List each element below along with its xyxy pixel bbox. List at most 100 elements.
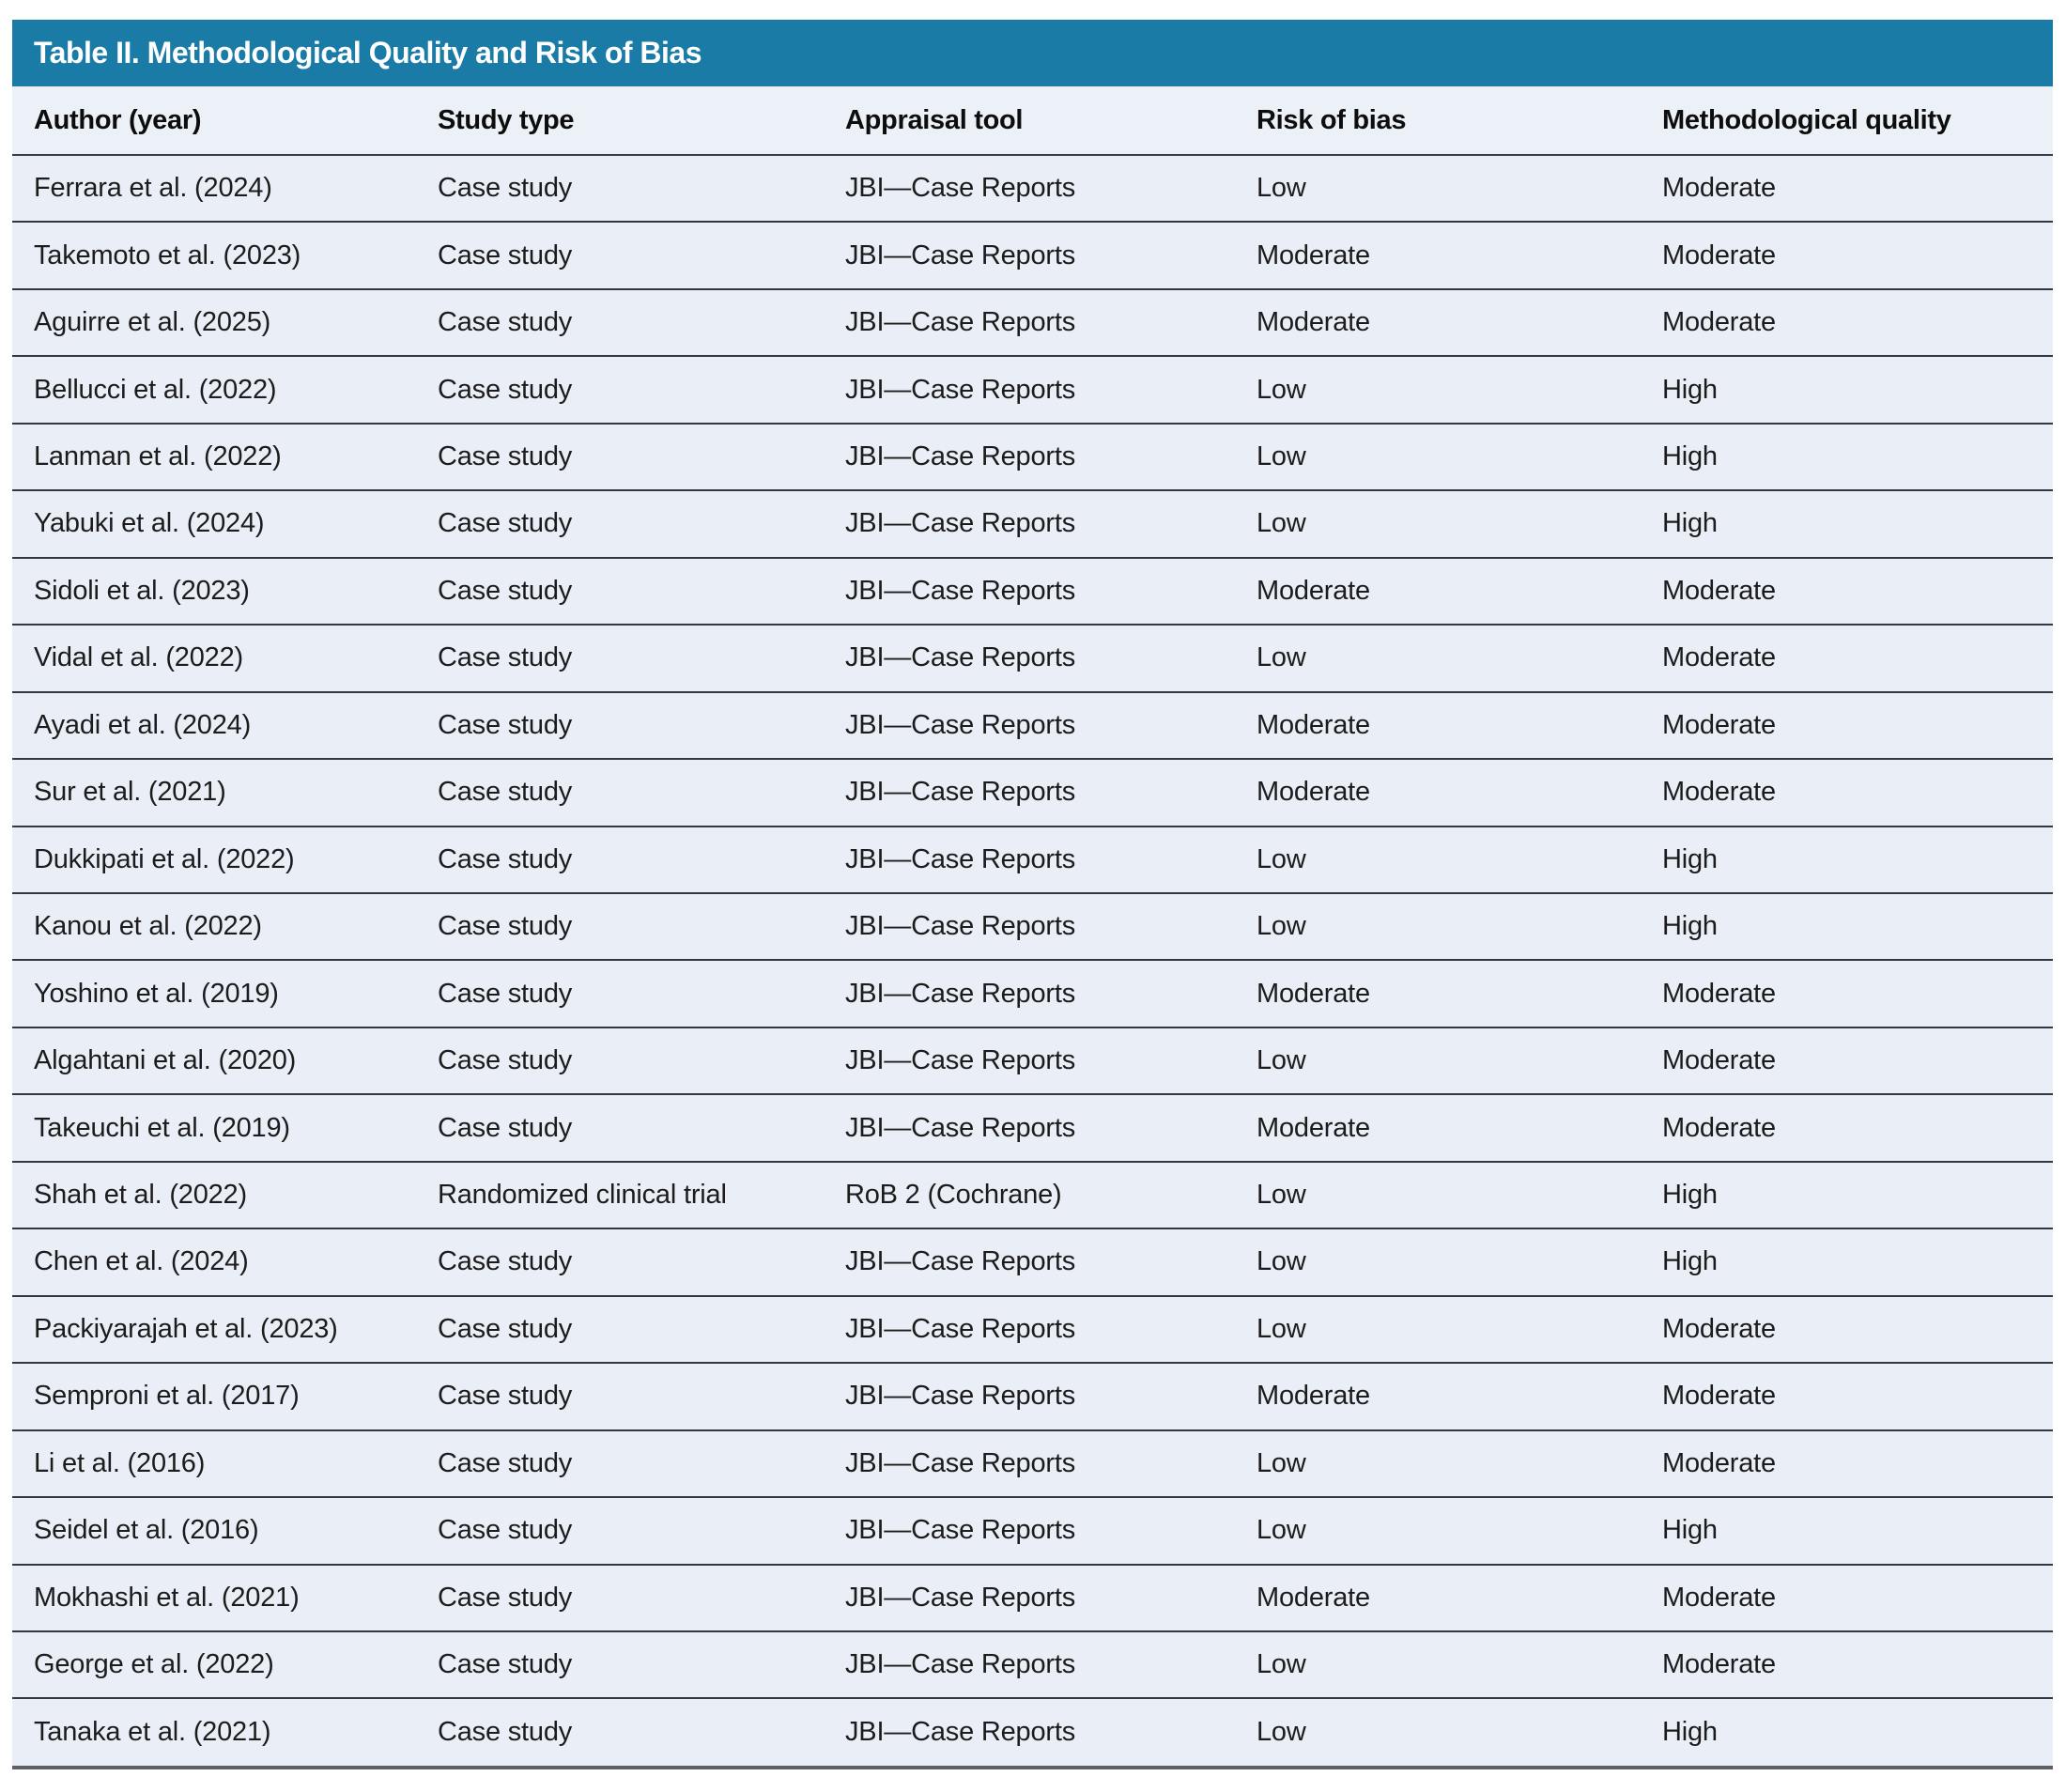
table-row: Packiyarajah et al. (2023) Case study JBI—…	[12, 1295, 2053, 1365]
cell-appraisal-tool: JBI—Case Reports	[826, 1363, 1238, 1431]
cell-methodological-quality: High	[1643, 826, 2053, 894]
cell-risk-of-bias: Moderate	[1238, 1363, 1643, 1431]
table-row: Takeuchi et al. (2019) Case study JBI—Case…	[12, 1094, 2053, 1163]
cell-study-type: Case study	[419, 490, 826, 559]
cell-author: Takeuchi et al. (2019)	[12, 1094, 419, 1163]
cell-appraisal-tool: JBI—Case Reports	[826, 1630, 1238, 1700]
cell-study-type: Case study	[419, 1027, 826, 1096]
cell-appraisal-tool: JBI—Case Reports	[826, 1564, 1238, 1632]
cell-methodological-quality: High	[1643, 490, 2053, 559]
cell-risk-of-bias: Low	[1238, 1630, 1643, 1700]
cell-methodological-quality: High	[1643, 423, 2053, 492]
cell-appraisal-tool: JBI—Case Reports	[826, 1027, 1238, 1096]
table-row: Li et al. (2016) Case study JBI—Case Repor…	[12, 1429, 2053, 1499]
cell-study-type: Case study	[419, 1363, 826, 1431]
cell-study-type: Case study	[419, 1630, 826, 1700]
cell-author: Takemoto et al. (2023)	[12, 222, 419, 290]
cell-methodological-quality: Moderate	[1643, 1429, 2053, 1499]
cell-author: Dukkipati et al. (2022)	[12, 826, 419, 894]
quality-table-container: Table II. Methodological Quality and Ris…	[12, 20, 2053, 1769]
cell-risk-of-bias: Moderate	[1238, 1094, 1643, 1163]
cell-risk-of-bias: Low	[1238, 1429, 1643, 1499]
cell-appraisal-tool: JBI—Case Reports	[826, 960, 1238, 1028]
cell-risk-of-bias: Moderate	[1238, 557, 1643, 626]
cell-study-type: Case study	[419, 1497, 826, 1566]
table-row: Semproni et al. (2017) Case study JBI—Case…	[12, 1363, 2053, 1431]
cell-appraisal-tool: JBI—Case Reports	[826, 1497, 1238, 1566]
cell-study-type: Case study	[419, 1698, 826, 1769]
column-header-risk-of-bias: Risk of bias	[1238, 86, 1643, 156]
table-row: Dukkipati et al. (2022) Case study JBI—Cas…	[12, 826, 2053, 894]
cell-author: Seidel et al. (2016)	[12, 1497, 419, 1566]
cell-risk-of-bias: Moderate	[1238, 222, 1643, 290]
table-row: George et al. (2022) Case study JBI—Case R…	[12, 1630, 2053, 1700]
cell-study-type: Case study	[419, 557, 826, 626]
cell-author: Semproni et al. (2017)	[12, 1363, 419, 1431]
cell-author: Yoshino et al. (2019)	[12, 960, 419, 1028]
cell-author: Chen et al. (2024)	[12, 1228, 419, 1297]
cell-appraisal-tool: JBI—Case Reports	[826, 222, 1238, 290]
cell-author: Sidoli et al. (2023)	[12, 557, 419, 626]
cell-study-type: Case study	[419, 423, 826, 492]
cell-risk-of-bias: Low	[1238, 490, 1643, 559]
cell-risk-of-bias: Low	[1238, 892, 1643, 962]
cell-risk-of-bias: Low	[1238, 356, 1643, 425]
cell-study-type: Case study	[419, 826, 826, 894]
table-row: Takemoto et al. (2023) Case study JBI—Case…	[12, 222, 2053, 290]
table-title: Table II. Methodological Quality and Ris…	[34, 36, 702, 70]
cell-appraisal-tool: JBI—Case Reports	[826, 826, 1238, 894]
cell-appraisal-tool: JBI—Case Reports	[826, 557, 1238, 626]
cell-appraisal-tool: JBI—Case Reports	[826, 490, 1238, 559]
table-row: Sur et al. (2021) Case study JBI—Case Repo…	[12, 759, 2053, 827]
cell-appraisal-tool: JBI—Case Reports	[826, 1698, 1238, 1769]
table-row: Vidal et al. (2022) Case study JBI—Case Re…	[12, 625, 2053, 693]
cell-risk-of-bias: Low	[1238, 625, 1643, 693]
cell-appraisal-tool: JBI—Case Reports	[826, 1228, 1238, 1297]
cell-risk-of-bias: Low	[1238, 1497, 1643, 1566]
cell-author: Sur et al. (2021)	[12, 759, 419, 827]
table-body: Ferrara et al. (2024) Case study JBI—Case …	[12, 155, 2053, 1769]
table-row: Chen et al. (2024) Case study JBI—Case Rep…	[12, 1228, 2053, 1297]
column-header-methodological-quality: Methodological quality	[1643, 86, 2053, 156]
cell-study-type: Case study	[419, 288, 826, 358]
cell-risk-of-bias: Low	[1238, 1698, 1643, 1769]
cell-risk-of-bias: Low	[1238, 1228, 1643, 1297]
table-title-bar: Table II. Methodological Quality and Ris…	[12, 20, 2053, 86]
cell-study-type: Case study	[419, 625, 826, 693]
cell-study-type: Case study	[419, 155, 826, 224]
cell-appraisal-tool: JBI—Case Reports	[826, 1429, 1238, 1499]
cell-risk-of-bias: Low	[1238, 826, 1643, 894]
cell-methodological-quality: Moderate	[1643, 1363, 2053, 1431]
table-row: Yabuki et al. (2024) Case study JBI—Case R…	[12, 490, 2053, 559]
cell-study-type: Case study	[419, 759, 826, 827]
cell-appraisal-tool: JBI—Case Reports	[826, 892, 1238, 962]
cell-methodological-quality: Moderate	[1643, 1564, 2053, 1632]
cell-methodological-quality: Moderate	[1643, 222, 2053, 290]
table-row: Ferrara et al. (2024) Case study JBI—Case …	[12, 155, 2053, 224]
cell-author: Li et al. (2016)	[12, 1429, 419, 1499]
cell-risk-of-bias: Low	[1238, 423, 1643, 492]
cell-author: Yabuki et al. (2024)	[12, 490, 419, 559]
table-row: Aguirre et al. (2025) Case study JBI—Case …	[12, 288, 2053, 358]
cell-author: Lanman et al. (2022)	[12, 423, 419, 492]
cell-study-type: Case study	[419, 356, 826, 425]
column-header-author: Author (year)	[12, 86, 419, 156]
cell-author: Ferrara et al. (2024)	[12, 155, 419, 224]
cell-study-type: Case study	[419, 960, 826, 1028]
cell-appraisal-tool: JBI—Case Reports	[826, 1295, 1238, 1365]
cell-risk-of-bias: Moderate	[1238, 960, 1643, 1028]
cell-author: Kanou et al. (2022)	[12, 892, 419, 962]
cell-risk-of-bias: Low	[1238, 1295, 1643, 1365]
cell-risk-of-bias: Moderate	[1238, 288, 1643, 358]
cell-study-type: Case study	[419, 222, 826, 290]
cell-appraisal-tool: JBI—Case Reports	[826, 625, 1238, 693]
cell-methodological-quality: Moderate	[1643, 1027, 2053, 1096]
table-row: Mokhashi et al. (2021) Case study JBI—Case…	[12, 1564, 2053, 1632]
table-row: Seidel et al. (2016) Case study JBI—Case R…	[12, 1497, 2053, 1566]
cell-methodological-quality: Moderate	[1643, 557, 2053, 626]
cell-study-type: Case study	[419, 1564, 826, 1632]
cell-appraisal-tool: JBI—Case Reports	[826, 1094, 1238, 1163]
cell-appraisal-tool: JBI—Case Reports	[826, 691, 1238, 761]
header-row: Author (year) Study type Appraisal tool Ris…	[12, 86, 2053, 156]
cell-methodological-quality: High	[1643, 1698, 2053, 1769]
